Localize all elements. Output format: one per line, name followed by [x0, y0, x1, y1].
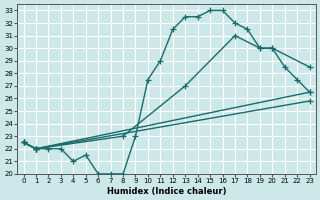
- X-axis label: Humidex (Indice chaleur): Humidex (Indice chaleur): [107, 187, 226, 196]
